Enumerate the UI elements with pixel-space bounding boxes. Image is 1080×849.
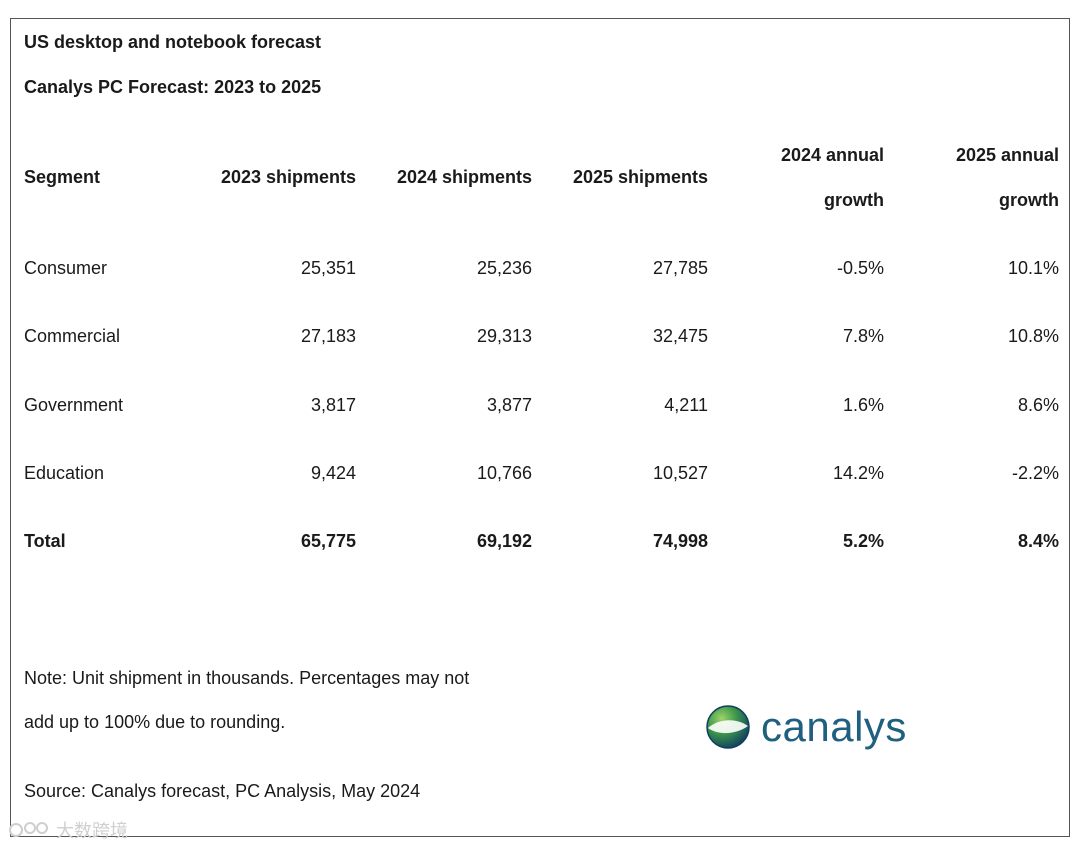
column-header: 2024 shipments [396, 167, 532, 187]
row-label: Education [24, 463, 105, 483]
column-header: Segment [24, 167, 101, 187]
logo-wordmark: canalys [761, 703, 907, 750]
table-cell: 4,211 [664, 395, 708, 415]
total-cell: 69,192 [476, 531, 532, 551]
table-cell: 10.1% [1007, 258, 1059, 278]
table-cell: 25,236 [476, 258, 532, 278]
total-cell: 74,998 [652, 531, 708, 551]
globe-icon [706, 705, 750, 749]
row-label: Commercial [24, 326, 121, 346]
table-cell: 14.2% [832, 463, 884, 483]
column-header: 2023 shipments [220, 167, 356, 187]
column-header: 2024 annual [780, 145, 884, 165]
table-cell: 10,527 [652, 463, 708, 483]
table-cell: 1.6% [842, 395, 884, 415]
table-cell: -2.2% [1011, 463, 1059, 483]
table-cell: 29,313 [476, 326, 532, 346]
column-header: 2025 annual [955, 145, 1059, 165]
total-label: Total [24, 531, 66, 551]
watermark-logo-icon [9, 822, 48, 837]
table-subtitle: Canalys PC Forecast: 2023 to 2025 [24, 77, 322, 97]
source-text: Source: Canalys forecast, PC Analysis, M… [24, 781, 421, 801]
table-cell: 32,475 [652, 326, 708, 346]
table-cell: 27,785 [652, 258, 708, 278]
table-cell: 9,424 [310, 463, 356, 483]
total-cell: 8.4% [1017, 531, 1059, 551]
table-cell: 7.8% [842, 326, 884, 346]
column-header: growth [999, 190, 1059, 210]
table-title: US desktop and notebook forecast [24, 32, 322, 52]
table-cell: 3,877 [486, 395, 532, 415]
table-cell: 3,817 [310, 395, 356, 415]
canalys-logo: canalys [705, 703, 907, 751]
table-cell: 10.8% [1007, 326, 1059, 346]
table-cell: 8.6% [1017, 395, 1059, 415]
forecast-table-card [10, 18, 1070, 837]
table-cell: 25,351 [300, 258, 356, 278]
row-label: Government [24, 395, 124, 415]
column-header: growth [824, 190, 884, 210]
row-label: Consumer [24, 258, 108, 278]
total-cell: 5.2% [842, 531, 884, 551]
table-cell: -0.5% [836, 258, 884, 278]
total-cell: 65,775 [300, 531, 356, 551]
watermark-text: 大数跨境 [56, 821, 128, 841]
watermark: 大数跨境 [8, 817, 128, 843]
table-cell: 10,766 [476, 463, 532, 483]
table-cell: 27,183 [300, 326, 356, 346]
note-line-2: add up to 100% due to rounding. [24, 712, 286, 732]
note-line-1: Note: Unit shipment in thousands. Percen… [24, 668, 470, 688]
column-header: 2025 shipments [572, 167, 708, 187]
